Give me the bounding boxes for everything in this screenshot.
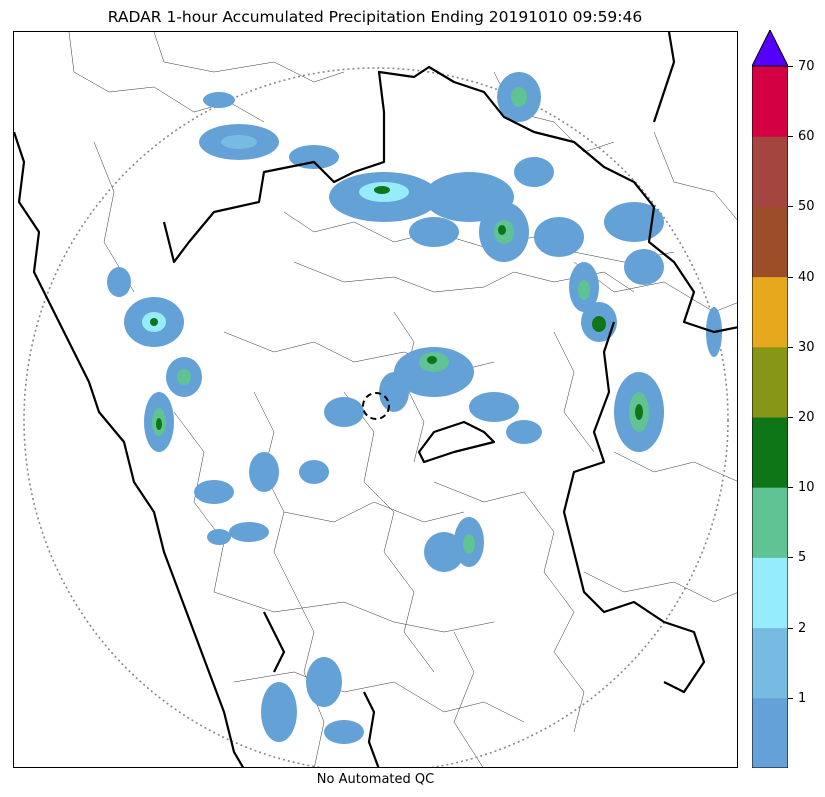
colorbar-tick-label: 10 bbox=[798, 480, 815, 496]
colorbar-tick-mark bbox=[788, 346, 793, 348]
colorbar bbox=[752, 30, 788, 768]
colorbar-tick-label: 2 bbox=[798, 620, 807, 636]
radar-map[interactable] bbox=[13, 31, 738, 768]
radar-range-ring bbox=[23, 67, 729, 767]
colorbar-segment bbox=[752, 136, 788, 207]
radar-site-marker bbox=[362, 392, 390, 420]
colorbar-segment bbox=[752, 417, 788, 488]
colorbar-tick-label: 1 bbox=[798, 690, 807, 706]
district-boundaries bbox=[68, 32, 737, 767]
colorbar-segment bbox=[752, 487, 788, 558]
colorbar-tick-mark bbox=[788, 627, 793, 629]
colorbar-tick-mark bbox=[788, 557, 793, 559]
colorbar-tick-mark bbox=[788, 136, 793, 138]
colorbar-tick-label: 30 bbox=[798, 339, 815, 355]
colorbar-tick-label: 20 bbox=[798, 410, 815, 425]
colorbar-segment bbox=[752, 557, 788, 629]
colorbar-segments bbox=[752, 66, 788, 768]
colorbar-segment bbox=[752, 627, 788, 699]
colorbar-segment bbox=[752, 276, 788, 348]
colorbar-tick-mark bbox=[788, 697, 793, 699]
colorbar-segment bbox=[752, 206, 788, 278]
colorbar-tick-mark bbox=[788, 66, 793, 67]
colorbar-tick-label: 50 bbox=[798, 199, 815, 215]
colorbar-tick-label: 40 bbox=[798, 269, 815, 285]
colorbar-segment bbox=[752, 697, 788, 768]
colorbar-tick-mark bbox=[788, 417, 793, 418]
radar-map-canvas bbox=[14, 32, 737, 767]
colorbar-tick-label: 5 bbox=[798, 550, 807, 566]
precipitation-areas bbox=[107, 72, 722, 744]
state-boundaries bbox=[14, 32, 737, 767]
colorbar-tick-mark bbox=[788, 276, 793, 278]
colorbar-tick-label: 60 bbox=[798, 129, 815, 145]
map-title: RADAR 1-hour Accumulated Precipitation E… bbox=[107, 8, 643, 26]
colorbar-segment bbox=[752, 346, 788, 418]
colorbar-segment bbox=[752, 66, 788, 137]
qc-note: No Automated QC bbox=[316, 772, 435, 787]
colorbar-tick-mark bbox=[788, 206, 793, 208]
colorbar-tick-label: 70 bbox=[798, 59, 815, 74]
colorbar-tick-mark bbox=[788, 487, 793, 489]
colorbar-extend-arrow bbox=[752, 30, 788, 67]
